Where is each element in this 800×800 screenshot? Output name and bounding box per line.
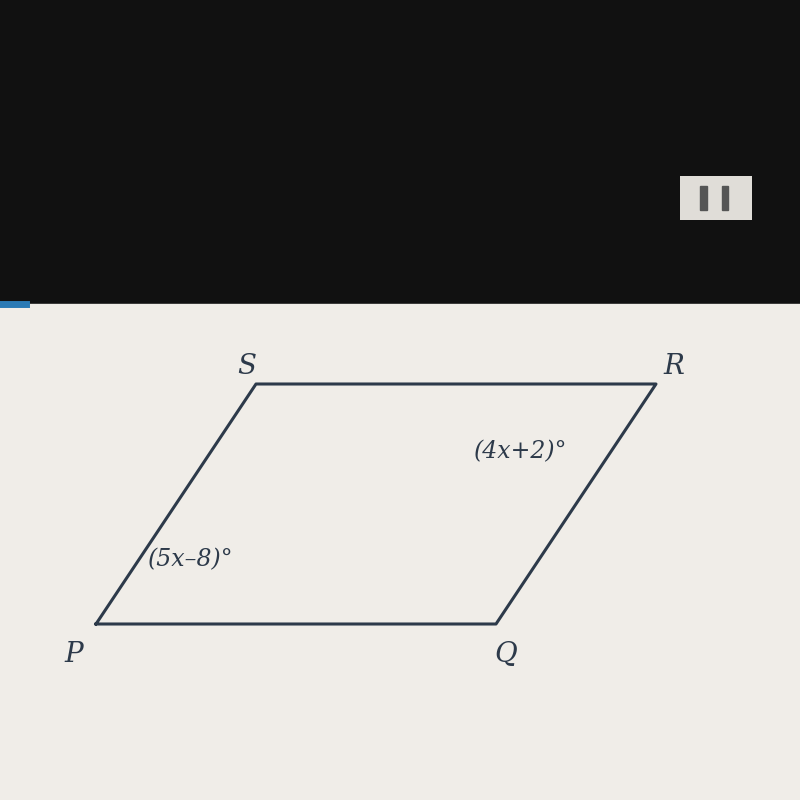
Bar (700, 186, 706, 210)
Text: (4x+2)°: (4x+2)° (474, 441, 567, 463)
Text: P: P (64, 641, 83, 668)
Bar (722, 186, 728, 210)
Bar (0, 0, 800, 304)
Text: (5x–8)°: (5x–8)° (148, 549, 234, 571)
Bar (0, 304, 800, 800)
Text: S: S (237, 353, 256, 380)
Text: R: R (663, 353, 684, 380)
Bar (680, 176, 752, 220)
Text: Q: Q (494, 641, 517, 668)
